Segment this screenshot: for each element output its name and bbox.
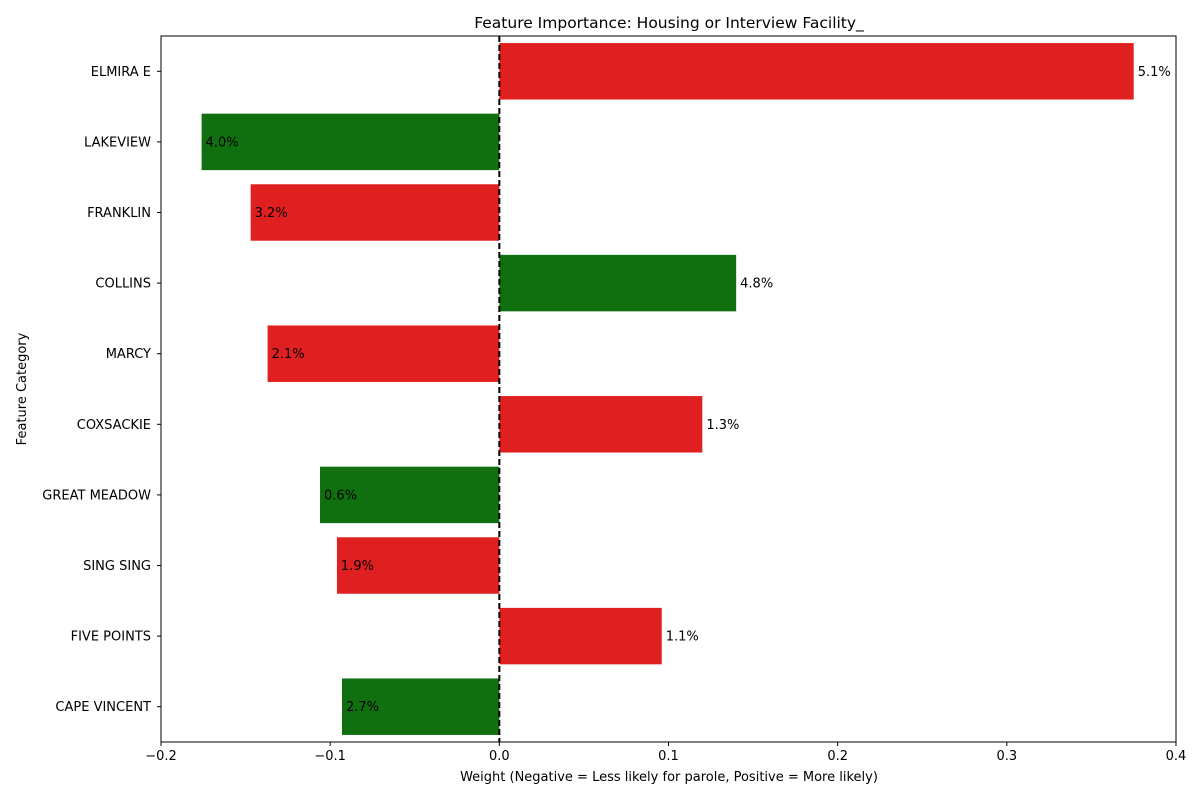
y-axis-label: Feature Category — [15, 332, 30, 445]
y-tick-label: ELMIRA E — [91, 65, 151, 80]
x-tick-label: 0.2 — [827, 749, 848, 764]
x-tick-label: −0.1 — [314, 749, 346, 764]
bar-sing-sing — [336, 537, 500, 594]
x-tick-label: 0.4 — [1166, 749, 1187, 764]
bar-elmira-e — [499, 43, 1134, 100]
x-ticks-group: −0.2 −0.1 0.0 0.1 0.2 0.3 0.4 — [145, 742, 1186, 764]
bar-lakeview — [201, 113, 500, 171]
y-tick-label: GREAT MEADOW — [42, 488, 151, 503]
bar-collins — [499, 254, 737, 312]
x-tick-label: 0.0 — [489, 749, 510, 764]
x-tick-label: 0.3 — [996, 749, 1017, 764]
y-ticks-group: ELMIRA E LAKEVIEW FRANKLIN COLLINS MARCY COXS… — [42, 65, 161, 715]
data-label: 3.2% — [255, 206, 288, 221]
bar-cape-vincent — [342, 678, 500, 735]
data-labels-group: 5.1% 4.0% 3.2% 4.8% 2.1% 1.3% 0.6% 1.9% 1.1% 2.7% — [206, 65, 1171, 715]
plot-frame — [160, 35, 1177, 743]
y-tick-label: CAPE VINCENT — [55, 700, 151, 715]
bar-five-points — [499, 607, 662, 665]
data-label: 1.3% — [706, 418, 739, 433]
bar-franklin — [250, 184, 500, 241]
y-tick-label: SING SING — [83, 559, 151, 574]
y-tick-label: FRANKLIN — [87, 206, 151, 221]
data-label: 1.9% — [341, 559, 374, 574]
x-tick-label: 0.1 — [658, 749, 679, 764]
y-tick-label: LAKEVIEW — [84, 135, 151, 150]
bar-marcy — [267, 325, 500, 382]
x-tick-label: −0.2 — [145, 749, 177, 764]
y-tick-label: COLLINS — [95, 277, 151, 292]
data-label: 2.7% — [346, 700, 379, 715]
data-label: 4.0% — [206, 135, 239, 150]
y-tick-label: MARCY — [106, 347, 151, 362]
bar-great-meadow — [320, 466, 500, 524]
data-label: 4.8% — [740, 277, 773, 292]
data-label: 0.6% — [324, 488, 357, 503]
data-label: 2.1% — [272, 347, 305, 362]
y-tick-label: COXSACKIE — [77, 418, 151, 433]
data-label: 1.1% — [666, 630, 699, 645]
chart-title: Feature Importance: Housing or Interview… — [474, 14, 864, 33]
bars-group — [201, 43, 1134, 735]
x-axis-label: Weight (Negative = Less likely for parol… — [460, 770, 878, 785]
data-label: 5.1% — [1138, 65, 1171, 80]
bar-coxsackie — [499, 396, 703, 453]
y-tick-label: FIVE POINTS — [71, 630, 151, 645]
